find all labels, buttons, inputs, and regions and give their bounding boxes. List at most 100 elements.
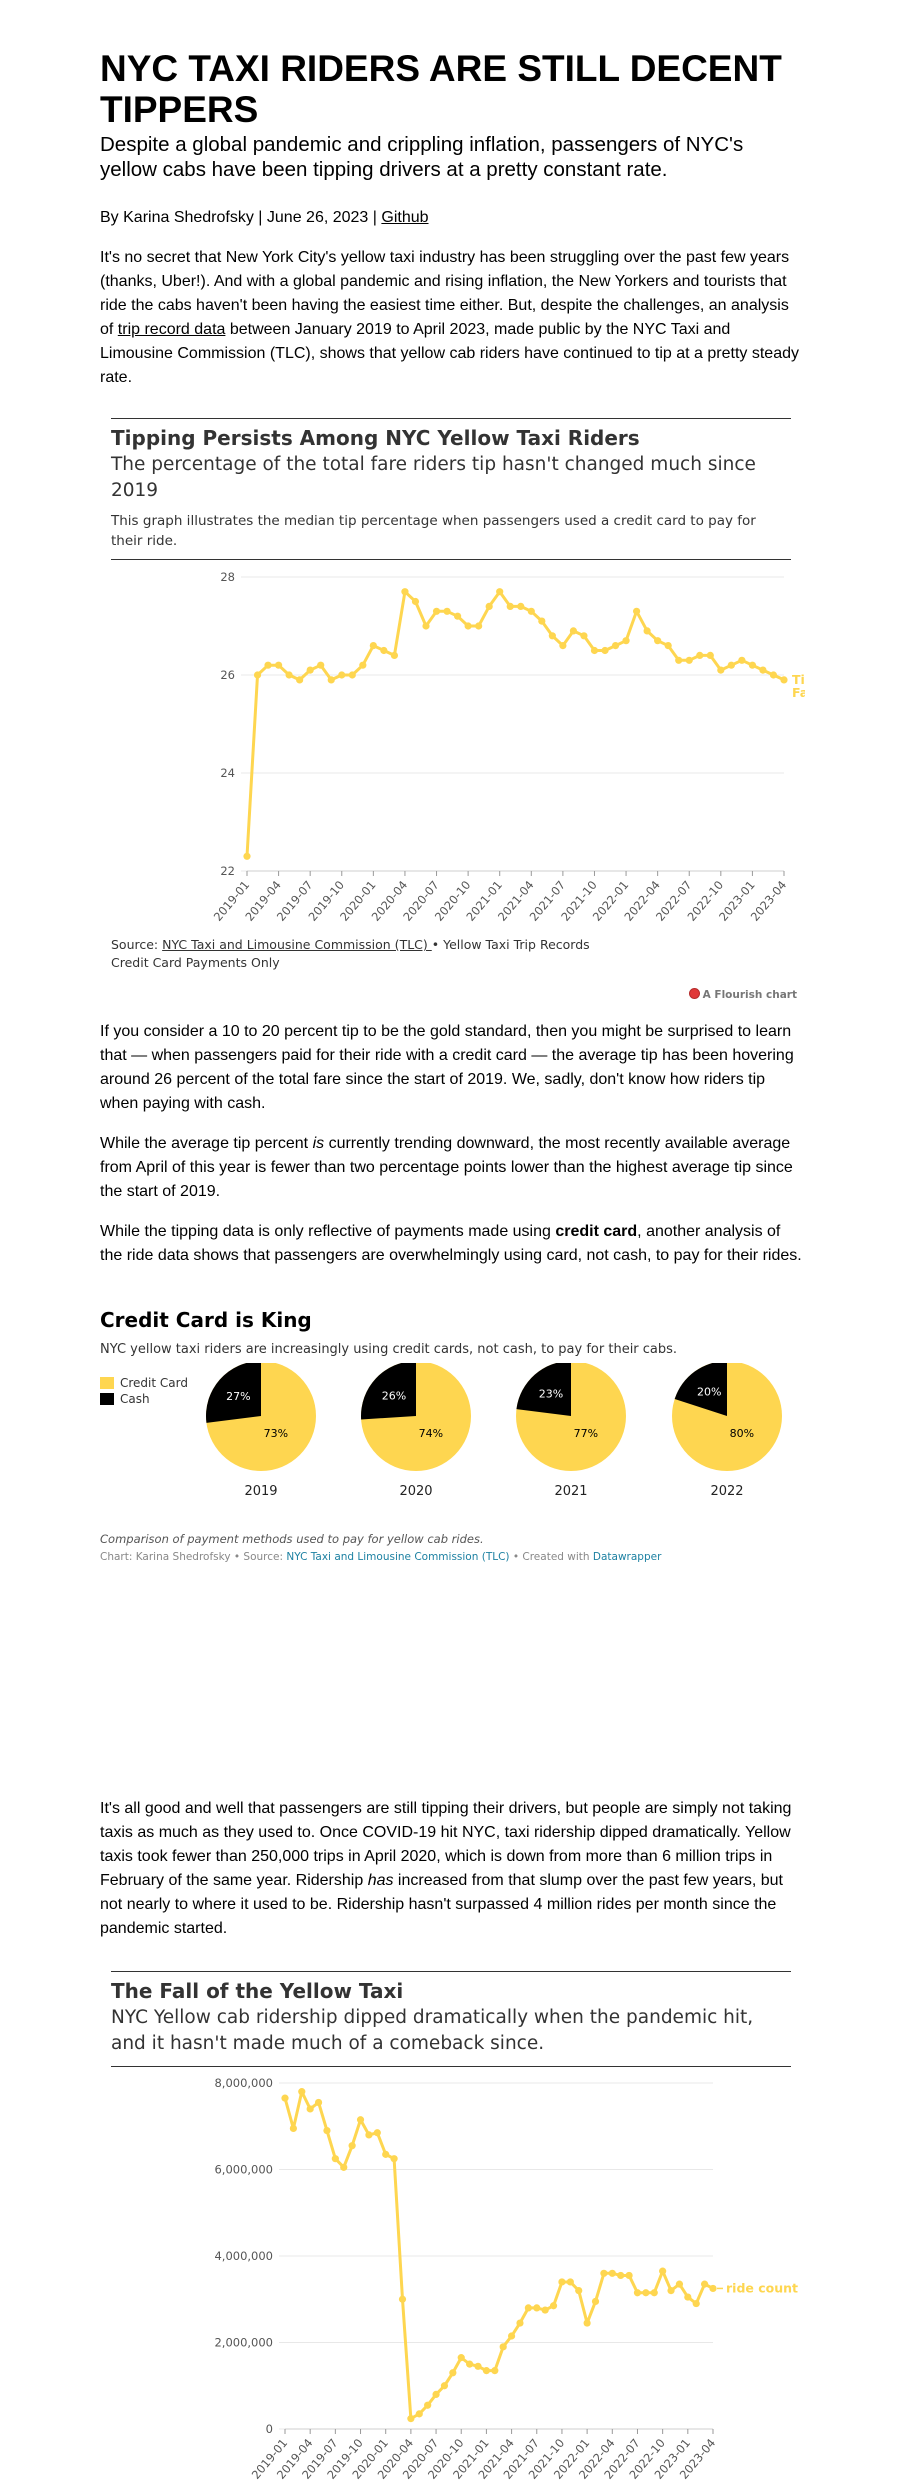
data-point <box>622 637 630 645</box>
credit-percent-label: 74% <box>419 1427 443 1440</box>
data-point <box>432 2390 440 2398</box>
data-point <box>580 632 588 640</box>
p3-emphasis: is <box>312 1135 325 1152</box>
data-point <box>685 656 693 664</box>
data-point <box>738 656 746 664</box>
legend-credit-card: Credit Card <box>100 1376 188 1390</box>
payment-pies: Credit Card is King NYC yellow taxi ride… <box>100 1308 805 1568</box>
rides-line-chart: 02,000,0004,000,0006,000,0008,000,000201… <box>214 2076 798 2482</box>
data-point <box>348 671 356 679</box>
datawrapper-link[interactable]: Datawrapper <box>592 1551 662 1563</box>
data-point <box>566 2278 574 2286</box>
p3-text-2: currently trending downward, the most re… <box>100 1135 793 1200</box>
data-point <box>243 852 251 860</box>
p4-text-2: , another analysis of the ride data show… <box>100 1223 802 1264</box>
data-point <box>709 2284 717 2293</box>
data-point <box>769 671 778 679</box>
pies-title: Credit Card is King <box>100 1308 312 1332</box>
credit-percent-label: 77% <box>574 1427 598 1440</box>
data-point <box>274 661 283 669</box>
y-tick-label: 22 <box>220 864 235 878</box>
paragraph-3: While the average tip percent is current… <box>100 1132 805 1204</box>
p5-text-2: increased from that slump over the past … <box>100 1872 783 1937</box>
tip-chart: Tipping Persists Among NYC Yellow Taxi R… <box>111 418 805 1008</box>
data-point <box>453 612 462 620</box>
data-point <box>485 602 493 610</box>
flourish-badge[interactable]: A Flourish chart <box>688 988 797 1001</box>
data-point <box>506 602 514 610</box>
data-point <box>608 2269 616 2277</box>
data-point <box>401 588 409 596</box>
data-point <box>664 642 672 650</box>
cash-slice <box>674 1363 727 1416</box>
data-point <box>583 2319 591 2327</box>
data-point <box>281 2094 289 2102</box>
data-point <box>748 661 757 669</box>
headline: NYC TAXI RIDERS ARE STILL DECENT TIPPERS <box>100 48 782 130</box>
data-point <box>516 2319 524 2327</box>
data-point <box>296 676 304 684</box>
cash-percent-label: 27% <box>226 1390 250 1403</box>
data-point <box>654 637 662 645</box>
credit-card-swatch <box>100 1377 114 1389</box>
paragraph-4: While the tipping data is only reflectiv… <box>100 1220 805 1268</box>
chart-header-rule <box>111 559 791 560</box>
pies-caption: Comparison of payment methods used to pa… <box>100 1532 484 1546</box>
pie-year-label: 2022 <box>710 1484 743 1499</box>
data-point <box>611 642 620 650</box>
flourish-badge-label: A Flourish chart <box>702 989 797 1001</box>
data-point <box>317 661 325 669</box>
github-link[interactable]: Github <box>381 209 429 226</box>
data-point <box>499 2343 507 2351</box>
cash-slice <box>516 1363 571 1416</box>
data-point <box>253 671 262 679</box>
data-point <box>569 627 578 635</box>
y-tick-label: 4,000,000 <box>214 2249 273 2263</box>
pie-year-label: 2020 <box>399 1484 432 1499</box>
tlc-source-link[interactable]: NYC Taxi and Limousine Commission (TLC) <box>162 937 432 952</box>
data-point <box>780 676 788 684</box>
data-point <box>696 651 704 659</box>
data-point <box>373 2129 381 2137</box>
credit-source-link[interactable]: NYC Taxi and Limousine Commission (TLC) <box>286 1551 510 1563</box>
series-label: Fare <box>792 685 805 700</box>
trip-record-data-link[interactable]: trip record data <box>117 321 226 338</box>
data-point <box>650 2289 658 2297</box>
data-point <box>340 2163 348 2171</box>
data-point <box>443 607 451 615</box>
p3-text-1: While the average tip percent <box>100 1135 313 1152</box>
intro-paragraph: It's no secret that New York City's yell… <box>100 246 805 390</box>
pies-credit: Chart: Karina Shedrofsky • Source: NYC T… <box>100 1551 661 1563</box>
data-point <box>415 2410 423 2418</box>
data-point <box>548 632 556 640</box>
data-point <box>466 2360 474 2368</box>
cash-slice <box>361 1363 416 1420</box>
data-point <box>323 2126 331 2135</box>
flourish-logo-icon <box>688 988 700 999</box>
data-point <box>422 622 430 630</box>
data-point <box>424 2401 432 2409</box>
rides-chart-subtitle: NYC Yellow cab ridership dipped dramatic… <box>111 2007 754 2054</box>
cash-slice <box>206 1363 261 1423</box>
data-point <box>475 622 483 630</box>
data-point <box>601 646 609 655</box>
y-tick-label: 26 <box>220 668 235 682</box>
paragraph-5: It's all good and well that passengers a… <box>100 1797 805 1941</box>
data-point <box>289 2124 297 2133</box>
pie-year-label: 2021 <box>554 1484 587 1499</box>
data-point <box>625 2271 633 2280</box>
data-point <box>390 651 399 659</box>
tip-chart-title: Tipping Persists Among NYC Yellow Taxi R… <box>111 426 640 450</box>
data-point <box>457 2354 465 2362</box>
data-point <box>496 588 504 596</box>
credit-percent-label: 80% <box>730 1427 754 1440</box>
data-point <box>449 2369 457 2377</box>
y-tick-label: 8,000,000 <box>214 2076 273 2090</box>
data-point <box>642 2289 650 2297</box>
data-point <box>482 2367 491 2375</box>
data-point <box>390 2155 398 2163</box>
y-tick-label: 28 <box>220 570 235 584</box>
data-point <box>541 2306 549 2314</box>
y-tick-label: 0 <box>266 2422 273 2436</box>
credit-prefix: Chart: Karina Shedrofsky • Source: <box>100 1551 287 1563</box>
